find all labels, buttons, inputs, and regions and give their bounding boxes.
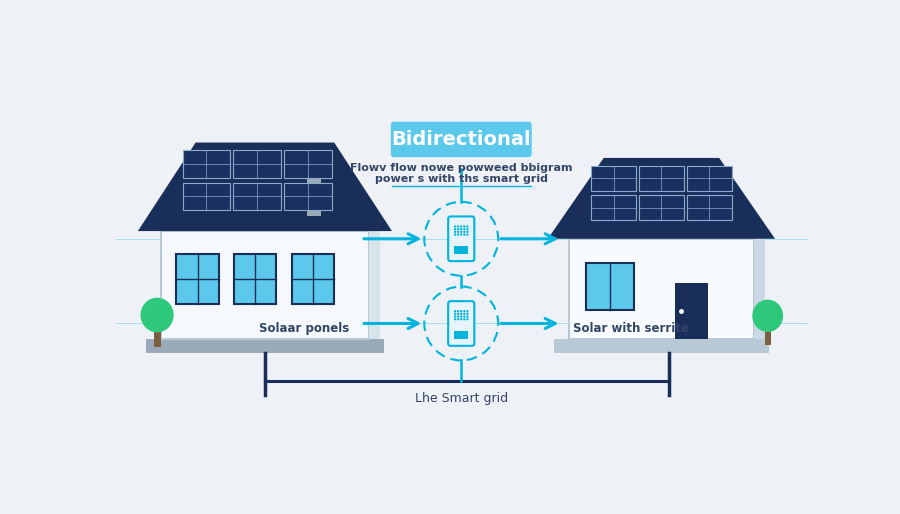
Bar: [454, 247, 468, 254]
Circle shape: [457, 233, 459, 236]
Circle shape: [457, 316, 459, 318]
Bar: [639, 166, 684, 191]
Circle shape: [464, 316, 465, 318]
Text: power s with ths smart grid: power s with ths smart grid: [374, 174, 548, 183]
Bar: [687, 166, 732, 191]
Circle shape: [464, 318, 465, 320]
Bar: [284, 150, 332, 178]
Circle shape: [454, 225, 456, 228]
Bar: [183, 182, 230, 210]
Circle shape: [464, 313, 465, 315]
Circle shape: [457, 318, 459, 320]
Bar: [233, 182, 281, 210]
Bar: [161, 231, 369, 339]
Circle shape: [466, 231, 469, 233]
Bar: [183, 150, 230, 178]
Ellipse shape: [752, 300, 783, 332]
Bar: [754, 239, 765, 339]
Circle shape: [460, 228, 463, 230]
Bar: [639, 195, 684, 221]
Circle shape: [454, 318, 456, 320]
Bar: [292, 254, 334, 304]
Circle shape: [466, 233, 469, 236]
Bar: [591, 195, 636, 221]
FancyBboxPatch shape: [448, 301, 474, 346]
Bar: [146, 339, 384, 353]
Bar: [233, 150, 281, 178]
Circle shape: [460, 233, 463, 236]
Bar: [307, 166, 321, 216]
Bar: [586, 263, 634, 309]
Bar: [765, 326, 770, 345]
Circle shape: [466, 228, 469, 230]
Circle shape: [464, 225, 465, 228]
Circle shape: [457, 231, 459, 233]
Text: Lhe Smart grid: Lhe Smart grid: [415, 392, 508, 405]
Bar: [284, 182, 332, 210]
Circle shape: [460, 313, 463, 315]
Bar: [554, 339, 770, 353]
Circle shape: [460, 225, 463, 228]
Circle shape: [460, 231, 463, 233]
Circle shape: [460, 318, 463, 320]
Circle shape: [466, 313, 469, 315]
Text: Bidirectional: Bidirectional: [392, 130, 531, 149]
Circle shape: [460, 316, 463, 318]
Text: Flowv flow nowe powweed bbigram: Flowv flow nowe powweed bbigram: [350, 163, 572, 173]
Bar: [454, 331, 468, 339]
Bar: [176, 254, 219, 304]
Circle shape: [454, 231, 456, 233]
Circle shape: [464, 310, 465, 313]
Circle shape: [464, 233, 465, 236]
Bar: [675, 283, 707, 339]
Bar: [234, 254, 276, 304]
Bar: [306, 166, 323, 170]
Text: Solaar ponels: Solaar ponels: [259, 322, 349, 335]
Circle shape: [466, 318, 469, 320]
Circle shape: [457, 225, 459, 228]
Bar: [569, 239, 754, 339]
Circle shape: [460, 310, 463, 313]
Polygon shape: [138, 142, 392, 231]
Bar: [154, 326, 161, 346]
Circle shape: [466, 310, 469, 313]
Ellipse shape: [140, 298, 174, 333]
Bar: [591, 166, 636, 191]
FancyBboxPatch shape: [448, 216, 474, 261]
Circle shape: [457, 310, 459, 313]
Circle shape: [464, 228, 465, 230]
Text: Solar with serrite: Solar with serrite: [573, 322, 688, 335]
Circle shape: [454, 228, 456, 230]
Circle shape: [466, 225, 469, 228]
Circle shape: [454, 233, 456, 236]
Circle shape: [454, 313, 456, 315]
Circle shape: [457, 228, 459, 230]
Polygon shape: [548, 158, 775, 239]
Circle shape: [457, 313, 459, 315]
Circle shape: [464, 231, 465, 233]
FancyBboxPatch shape: [391, 122, 532, 157]
Circle shape: [454, 310, 456, 313]
Circle shape: [466, 316, 469, 318]
Circle shape: [454, 316, 456, 318]
Bar: [369, 231, 380, 339]
Bar: [687, 195, 732, 221]
